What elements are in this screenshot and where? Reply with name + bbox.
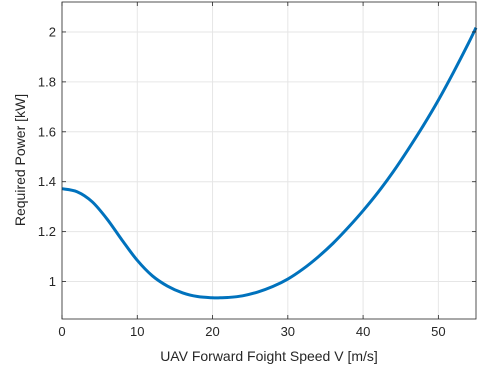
x-tick-labels: 0 10 20 30 40 50 (58, 324, 445, 339)
y-tick-label: 1.2 (38, 224, 56, 239)
x-tick-label: 20 (205, 324, 219, 339)
y-axis-label: Required Power [kW] (12, 94, 28, 226)
series-group (61, 27, 478, 300)
y-tick-label: 1 (49, 274, 56, 289)
x-tick-label: 30 (281, 324, 295, 339)
y-tick-labels: 1 1.2 1.4 1.6 1.8 2 (38, 24, 56, 289)
y-tick-label: 1.6 (38, 124, 56, 139)
y-tick-label: 1.4 (38, 174, 56, 189)
x-tick-label: 40 (356, 324, 370, 339)
x-tick-label: 10 (130, 324, 144, 339)
plot-area (62, 2, 476, 319)
x-tick-label: 0 (58, 324, 65, 339)
x-axis-label: UAV Forward Foight Speed V [m/s] (160, 348, 378, 364)
tick-marks (61, 2, 476, 319)
plot-frame (61, 1, 477, 320)
x-tick-label: 50 (431, 324, 445, 339)
series-line (61, 27, 478, 300)
y-tick-label: 1.8 (38, 74, 56, 89)
y-tick-label: 2 (49, 24, 56, 39)
grid-lines (61, 2, 476, 319)
